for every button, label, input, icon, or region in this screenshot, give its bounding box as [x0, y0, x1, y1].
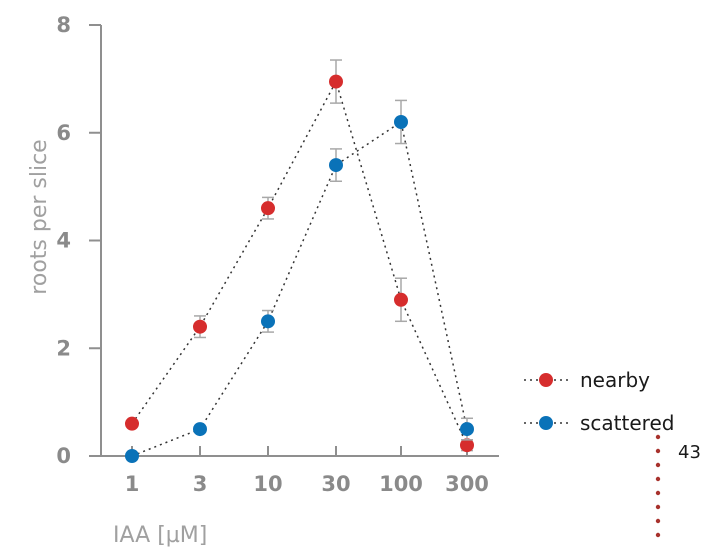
y-tick-label: 6	[56, 121, 71, 145]
series-layer	[125, 59, 474, 463]
data-point-nearby	[394, 292, 408, 307]
data-point-nearby	[193, 319, 207, 334]
annotation-dot	[655, 462, 661, 468]
annotation-dot	[655, 504, 661, 510]
data-point-nearby	[125, 416, 139, 431]
legend: nearby scattered	[524, 368, 674, 435]
series-scattered	[125, 99, 474, 463]
data-point-nearby	[261, 201, 275, 216]
legend-marker	[539, 416, 553, 430]
x-ticks: 1 3 10 30 100 300	[125, 446, 489, 496]
annotation: 43	[655, 434, 701, 538]
legend-item-scattered: scattered	[524, 411, 674, 435]
y-tick-label: 0	[56, 444, 71, 468]
data-point-scattered	[261, 314, 275, 329]
y-axis-title: roots per slice	[27, 139, 52, 294]
x-tick-label: 1	[125, 472, 140, 496]
series-line-scattered	[131, 120, 468, 457]
annotation-dot	[655, 476, 661, 482]
x-tick-label: 100	[379, 472, 423, 496]
y-tick-label: 2	[56, 336, 71, 360]
data-point-scattered	[460, 422, 474, 437]
x-tick-label: 10	[253, 472, 282, 496]
annotation-dot	[655, 448, 661, 454]
legend-marker	[539, 373, 553, 387]
annotation-dot	[655, 490, 661, 496]
data-point-scattered	[329, 158, 343, 173]
y-tick-label: 4	[56, 229, 71, 253]
x-tick-label: 30	[321, 472, 350, 496]
legend-label: nearby	[580, 368, 650, 392]
annotation-text: 43	[678, 442, 701, 463]
annotation-dot	[655, 434, 661, 440]
x-tick-label: 3	[193, 472, 208, 496]
data-point-nearby	[329, 74, 343, 89]
data-point-scattered	[193, 422, 207, 437]
series-nearby	[125, 59, 474, 453]
series-line-nearby	[131, 79, 468, 446]
annotation-dot	[655, 532, 661, 538]
data-point-nearby	[460, 438, 474, 453]
legend-item-nearby: nearby	[524, 368, 650, 392]
y-ticks: 0 2 4 6 8	[56, 13, 101, 468]
x-tick-label: 300	[445, 472, 489, 496]
annotation-dot	[655, 518, 661, 524]
legend-label: scattered	[580, 411, 674, 435]
x-axis-title: IAA [µM]	[113, 523, 207, 548]
data-point-scattered	[394, 114, 408, 129]
data-point-scattered	[125, 449, 139, 463]
y-tick-label: 8	[56, 13, 71, 37]
annotation-dots	[655, 434, 661, 538]
